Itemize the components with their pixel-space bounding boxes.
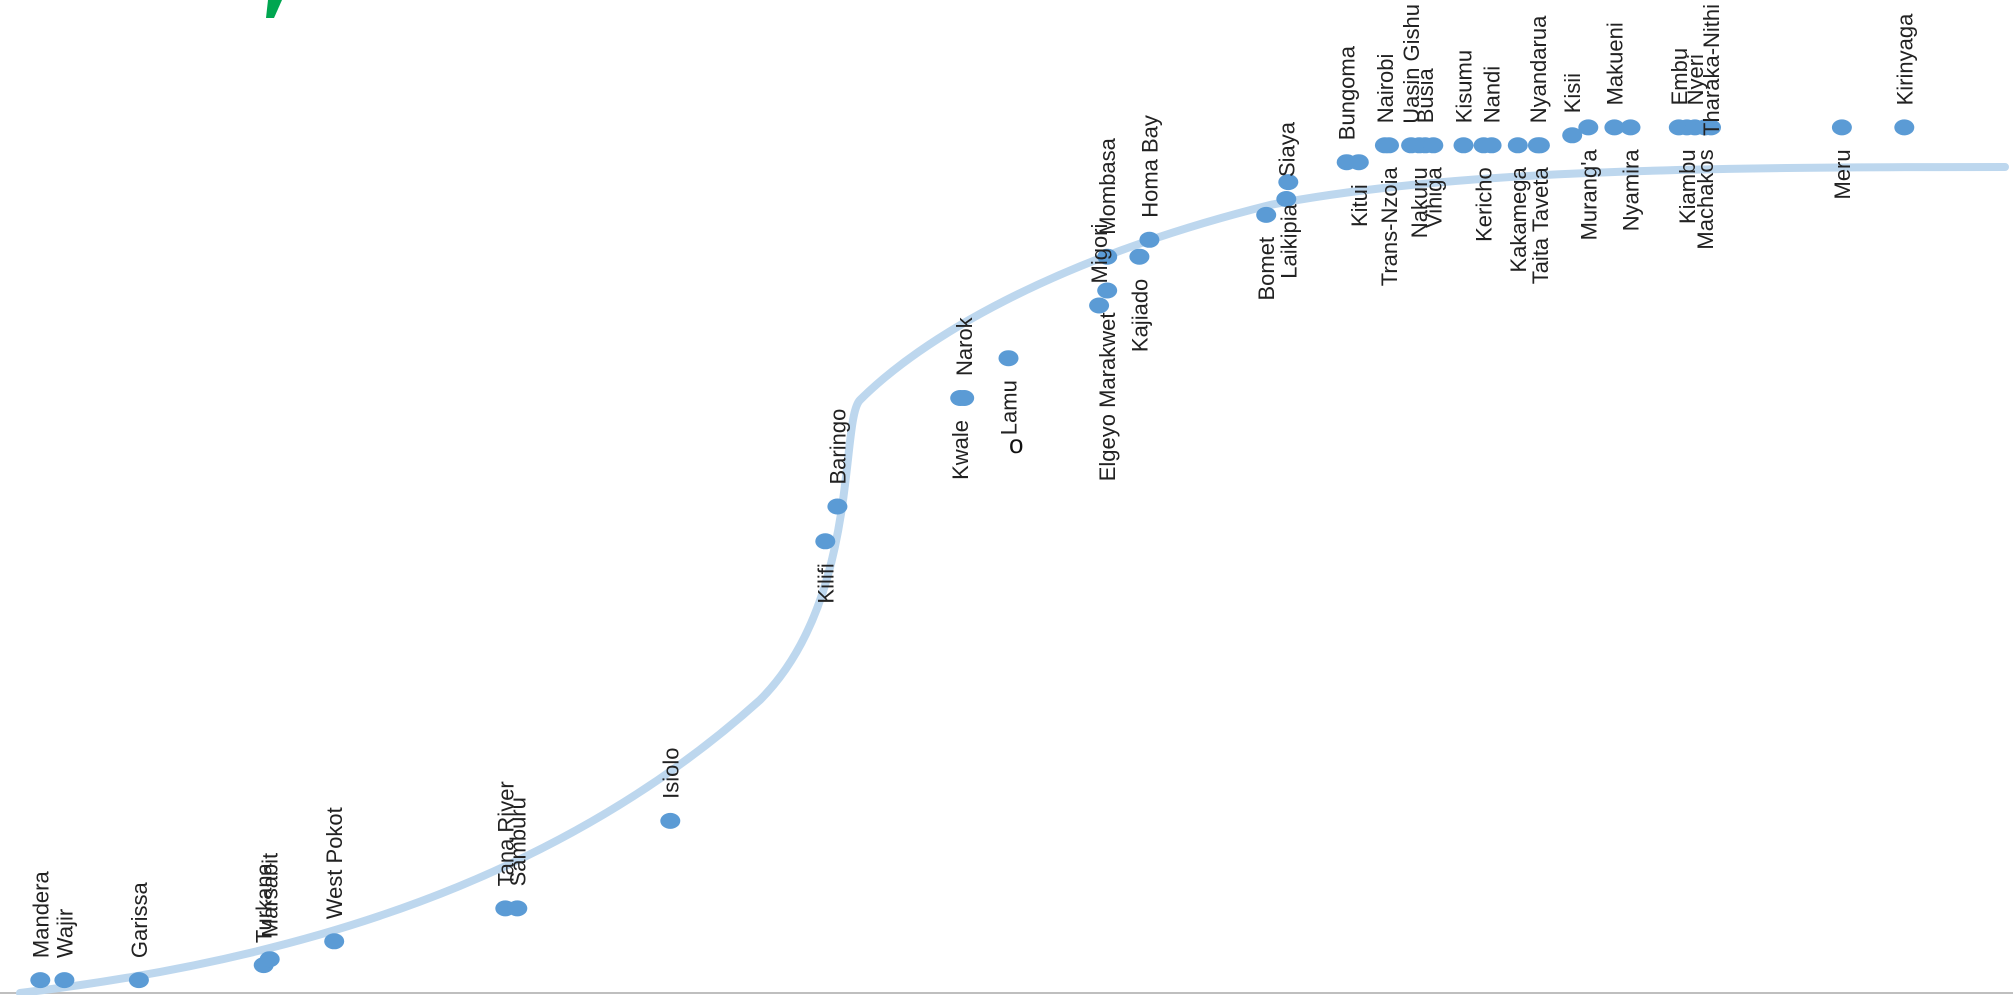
- data-point-bomet: [1256, 206, 1277, 223]
- point-label-laikipia: Laikipia: [1276, 203, 1301, 278]
- point-label-homa-bay: Homa Bay: [1137, 115, 1162, 218]
- data-point-baringo: [827, 498, 848, 515]
- trend-curve: [16, 163, 2009, 995]
- point-label-taita-taveta: Taita Taveta: [1528, 167, 1553, 285]
- point-label-baringo: Baringo: [825, 409, 850, 485]
- point-label-vihiga: Vihiga: [1421, 166, 1446, 228]
- point-label-busia: Busia: [1413, 68, 1438, 124]
- data-point-marsabit: [259, 951, 280, 968]
- point-label-nyeri: Nyeri: [1683, 54, 1708, 105]
- point-label-lamu: Lamu: [997, 380, 1022, 435]
- data-point-kirinyaga: [1894, 119, 1915, 136]
- point-label-siaya: Siaya: [1274, 121, 1299, 177]
- point-label-wajir: Wajir: [52, 909, 77, 958]
- point-label-nakuru: Nakuru: [1407, 167, 1432, 238]
- point-label-bomet: Bomet: [1254, 237, 1279, 301]
- point-label-kilifi: Kilifi: [813, 563, 838, 603]
- point-label-narok: Narok: [952, 316, 977, 376]
- data-point-migori: [1089, 297, 1110, 314]
- point-label-nandi: Nandi: [1480, 66, 1505, 123]
- point-label-meru: Meru: [1830, 149, 1855, 199]
- point-label-tharaka-nithi: Tharaka-Nithi: [1699, 4, 1724, 136]
- point-label-murang-a: Murang'a: [1576, 149, 1601, 241]
- point-label-kisumu: Kisumu: [1452, 50, 1477, 123]
- data-point-kitui: [1348, 154, 1369, 171]
- data-point-meru: [1831, 119, 1852, 136]
- data-point-laikipia: [1278, 174, 1299, 191]
- data-point-mombasa: [1097, 248, 1118, 265]
- data-point-kilifi: [815, 533, 836, 550]
- point-label-elgeyo-marakwet: Elgeyo Marakwet: [1095, 313, 1120, 482]
- point-label-nairobi: Nairobi: [1373, 54, 1398, 124]
- data-point-vihiga: [1423, 137, 1444, 154]
- data-point-mandera: [30, 972, 51, 989]
- data-point-isiolo: [660, 812, 681, 829]
- point-label-kirinyaga: Kirinyaga: [1892, 13, 1917, 105]
- data-point-elgeyo-marakwet: [1097, 282, 1118, 299]
- data-point-makueni: [1604, 119, 1625, 136]
- point-label-nyandarua: Nyandarua: [1526, 15, 1551, 123]
- point-label-makueni: Makueni: [1602, 22, 1627, 105]
- data-point-tharaka-nithi: [1701, 119, 1721, 136]
- data-point-lamu: [998, 350, 1019, 367]
- data-point-kakamega: [1507, 137, 1528, 154]
- data-point-kajiado: [1129, 248, 1150, 265]
- point-label-nyamira: Nyamira: [1619, 149, 1644, 232]
- point-label-turkana: Turkana: [252, 862, 277, 943]
- point-label-isiolo: Isiolo: [658, 748, 683, 799]
- point-label-garissa: Garissa: [127, 882, 152, 959]
- point-label-mombasa: Mombasa: [1095, 137, 1120, 234]
- data-point-nyamira: [1620, 119, 1641, 136]
- point-label-bungoma: Bungoma: [1335, 45, 1360, 140]
- point-label-mandera: Mandera: [28, 871, 53, 959]
- point-label-migori: Migori: [1087, 224, 1112, 284]
- point-label-kisii: Kisii: [1560, 73, 1585, 113]
- data-point-narok: [954, 390, 975, 406]
- point-label-kitui: Kitui: [1347, 184, 1372, 227]
- data-point-trans-nzoia: [1379, 137, 1399, 154]
- data-point-wajir: [54, 972, 75, 989]
- annotation-text: o: [1009, 429, 1023, 459]
- point-label-machakos: Machakos: [1693, 149, 1718, 249]
- point-label-west-pokot: West Pokot: [322, 807, 347, 919]
- data-point-kisii: [1562, 127, 1583, 144]
- point-label-kericho: Kericho: [1472, 167, 1497, 242]
- data-point-kisumu: [1453, 137, 1474, 154]
- data-points: [30, 119, 1915, 989]
- data-point-nandi: [1481, 137, 1502, 154]
- point-label-kwale: Kwale: [948, 420, 973, 480]
- point-label-trans-nzoia: Trans-Nzoia: [1377, 167, 1402, 287]
- data-point-samburu: [507, 900, 528, 917]
- data-point-siaya: [1276, 191, 1297, 207]
- point-label-kiambu: Kiambu: [1675, 149, 1700, 224]
- point-label-embu: Embu: [1667, 48, 1692, 105]
- cropped-green-fragment: [266, 0, 282, 18]
- data-point-west-pokot: [324, 933, 345, 950]
- data-point-garissa: [128, 972, 149, 989]
- data-point-murang-a: [1578, 119, 1599, 136]
- data-point-taita-taveta: [1529, 137, 1550, 154]
- point-label-kajiado: Kajiado: [1127, 279, 1152, 352]
- point-label-kakamega: Kakamega: [1506, 167, 1531, 273]
- point-label-samburu: Samburu: [505, 797, 530, 886]
- point-label-tana-river: Tana River: [493, 781, 518, 886]
- point-label-marsabit: Marsabit: [258, 853, 283, 937]
- point-label-uasin-gishu: Uasin Gishu: [1399, 4, 1424, 124]
- data-point-homa-bay: [1139, 231, 1160, 248]
